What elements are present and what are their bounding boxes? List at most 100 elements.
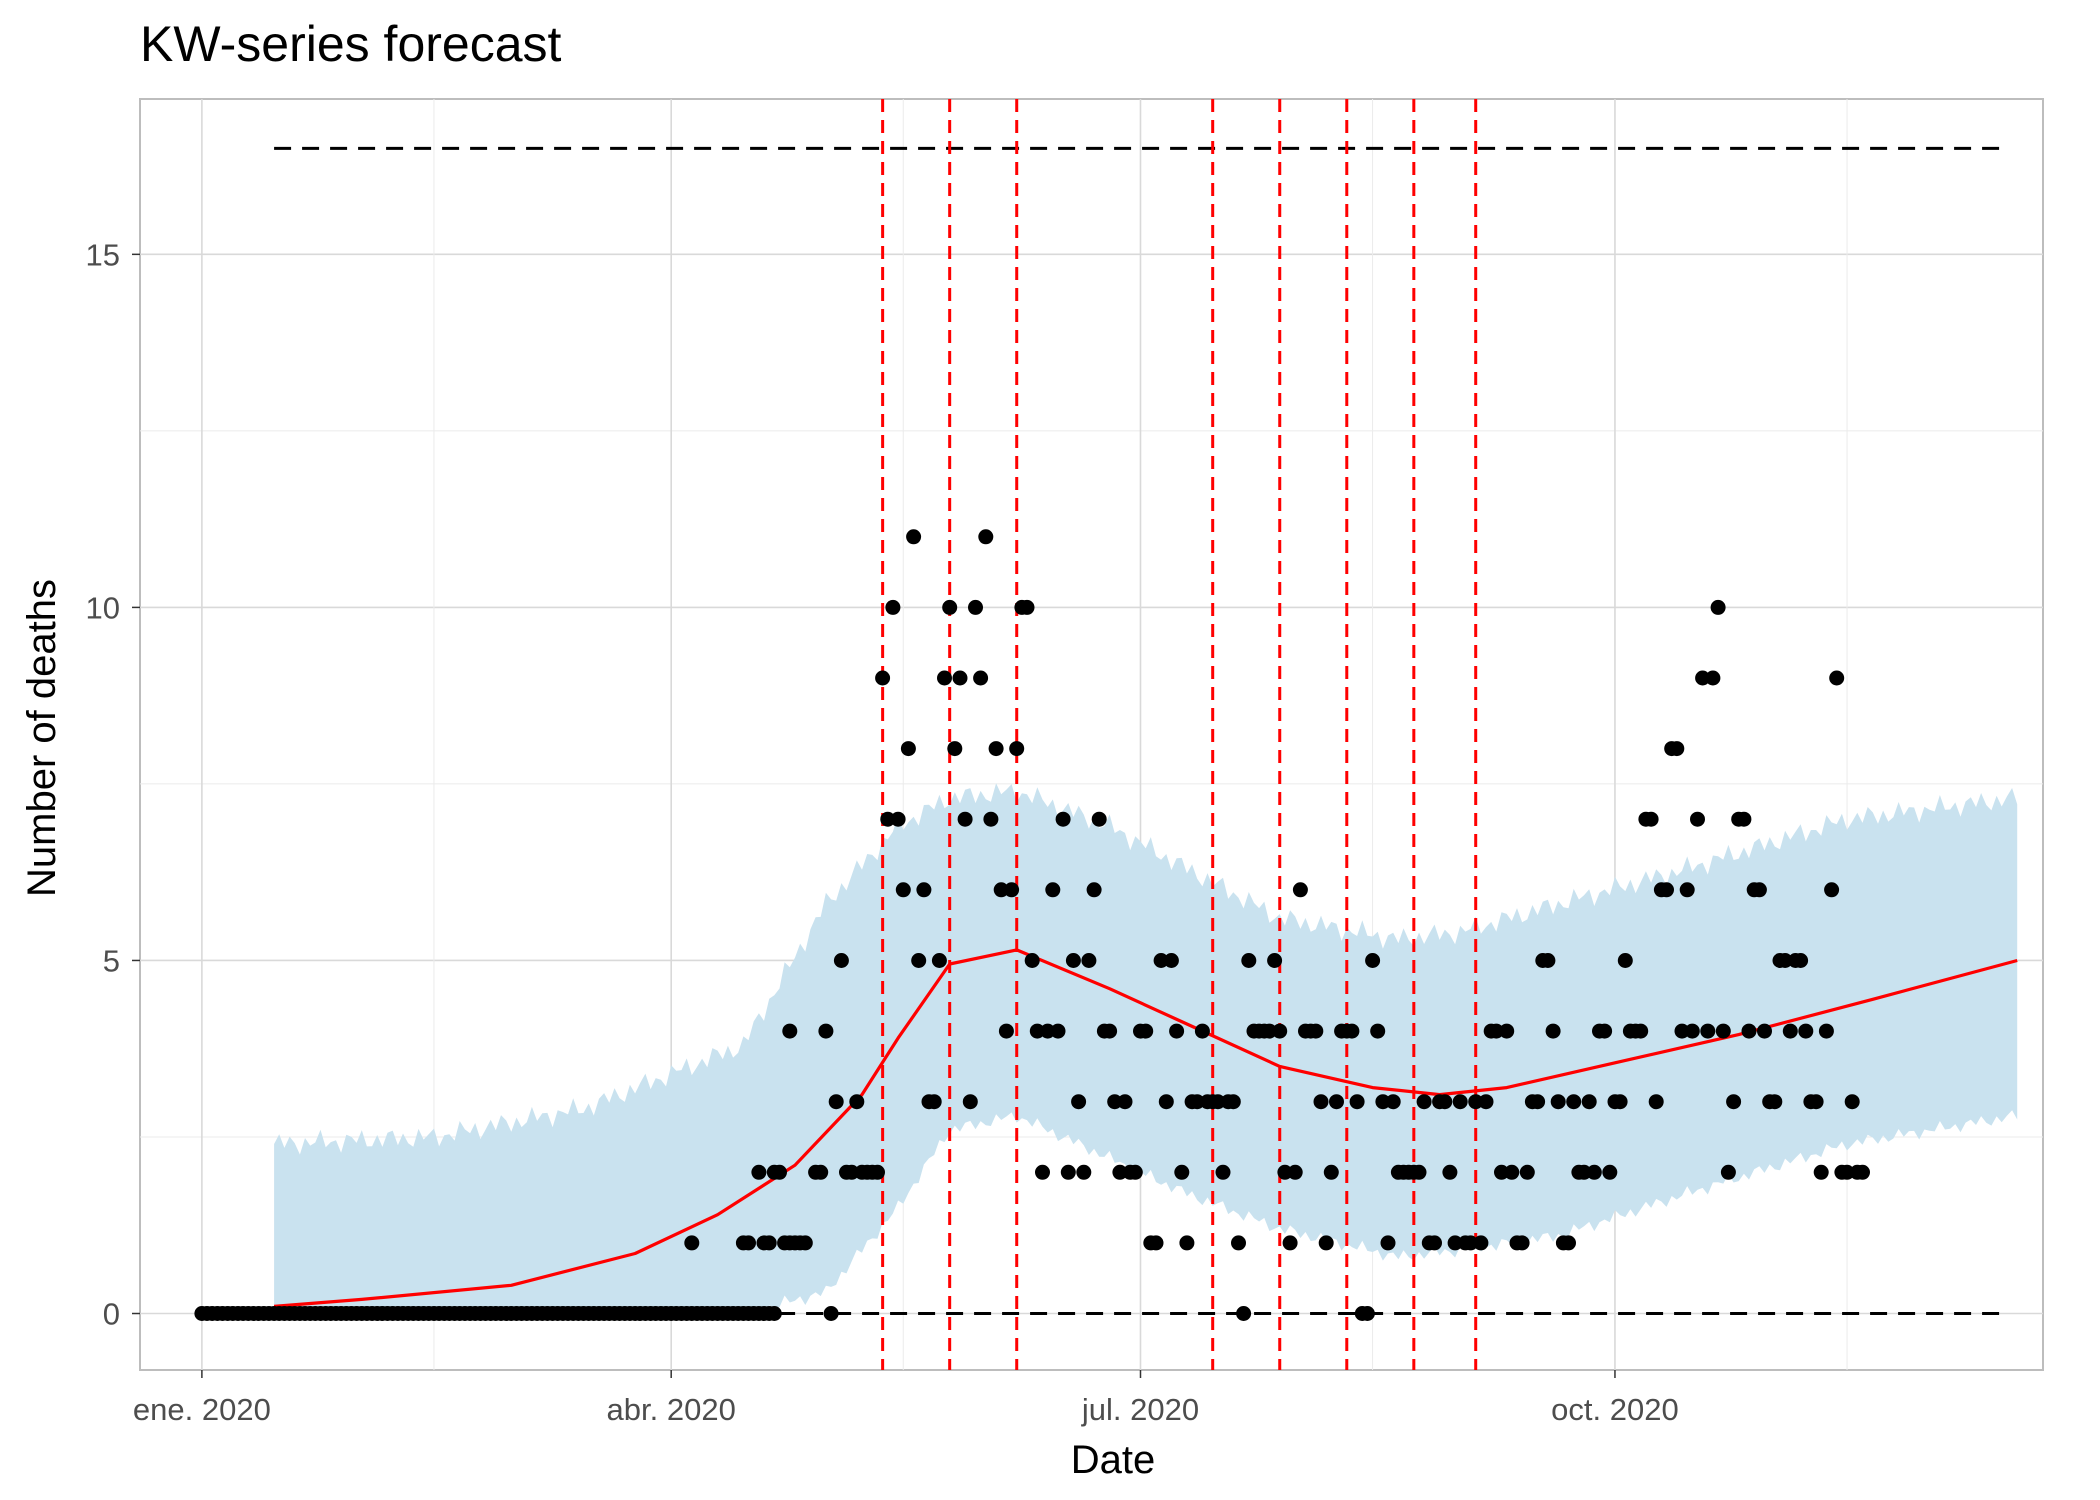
observation-point-176: [1643, 811, 1659, 827]
observation-point-119: [1349, 1094, 1365, 1110]
observation-point-184: [1684, 1023, 1700, 1039]
observation-point-25: [870, 1164, 885, 1180]
observation-point-149: [1504, 1164, 1520, 1180]
y-tick-label-2: 10: [86, 590, 120, 625]
observation-point-78: [1138, 1023, 1154, 1039]
observation-point-61: [1050, 1023, 1066, 1039]
observation-point-197: [1751, 882, 1767, 898]
observation-point-198: [1757, 1023, 1772, 1039]
prediction-band-area: [274, 783, 2018, 1314]
observation-point-47: [978, 529, 994, 545]
observation-point-187: [1700, 1023, 1716, 1039]
observation-point-164: [1581, 1094, 1597, 1110]
observation-point-27: [875, 670, 891, 686]
observation-point-181: [1669, 741, 1685, 757]
observation-point-42: [952, 670, 968, 686]
observation-point-66: [1076, 1164, 1092, 1180]
observation-point-195: [1741, 1023, 1757, 1039]
observation-point-86: [1179, 1235, 1195, 1251]
alarm-lines: [881, 99, 1478, 1370]
observation-point-37: [926, 1094, 942, 1110]
observation-point-209: [1813, 1164, 1829, 1180]
observation-point-177: [1648, 1094, 1664, 1110]
observation-point-16: [818, 1023, 834, 1039]
y-tick-label-1: 5: [103, 943, 120, 978]
observation-point-92: [1210, 1094, 1226, 1110]
observation-point-157: [1545, 1023, 1561, 1039]
observation-point-186: [1695, 670, 1711, 686]
observation-point-45: [968, 599, 983, 615]
observation-point-114: [1323, 1164, 1339, 1180]
observation-point-48: [983, 811, 999, 827]
observation-point-151: [1514, 1235, 1530, 1251]
observation-point-160: [1561, 1235, 1576, 1251]
observation-point-20: [844, 1164, 860, 1180]
observation-point-30: [890, 811, 906, 827]
observation-point-15: [813, 1164, 829, 1180]
observation-point-2: [741, 1235, 756, 1251]
observation-point-80: [1148, 1235, 1164, 1251]
observation-point-34: [911, 953, 927, 968]
observation-point-200: [1767, 1094, 1783, 1110]
observation-point-111: [1308, 1023, 1324, 1039]
observation-point-217: [1855, 1164, 1870, 1180]
observation-point-72: [1107, 1094, 1123, 1110]
observation-point-185: [1690, 811, 1705, 827]
observation-point-106: [1282, 1235, 1298, 1251]
observation-point-81: [1153, 953, 1169, 968]
observation-point-121: [1359, 1306, 1375, 1321]
observation-point-215: [1844, 1094, 1860, 1110]
observation-point-191: [1720, 1164, 1736, 1180]
observation-point-141: [1463, 1235, 1479, 1251]
observation-point-105: [1277, 1164, 1293, 1180]
observation-point-165: [1586, 1164, 1602, 1180]
observation-point-46: [973, 670, 989, 686]
observation-point-210: [1818, 1023, 1834, 1039]
observation-point-125: [1380, 1235, 1396, 1251]
observation-point-104: [1272, 1023, 1288, 1039]
observation-point-202: [1777, 953, 1793, 968]
observation-point-171: [1617, 953, 1633, 968]
observation-point-51: [998, 1023, 1014, 1039]
observation-point-zero-111: [766, 1306, 782, 1321]
observation-point-158: [1550, 1094, 1566, 1110]
observation-point-63: [1060, 1164, 1076, 1180]
observation-point-156: [1540, 953, 1556, 968]
observation-point-102: [1261, 1023, 1277, 1039]
observation-point-147: [1494, 1164, 1509, 1180]
observation-point-69: [1091, 811, 1107, 827]
observation-point-154: [1530, 1094, 1546, 1110]
observation-point-103: [1267, 953, 1283, 968]
observation-point-131: [1411, 1164, 1427, 1180]
observation-point-28: [880, 811, 896, 827]
observation-point-21: [849, 1094, 865, 1110]
observation-point-50: [993, 882, 1009, 898]
observation-point-65: [1071, 1094, 1087, 1110]
observation-point-214: [1839, 1164, 1855, 1180]
observation-point-33: [906, 529, 922, 545]
observation-point-136: [1437, 1094, 1453, 1110]
observation-point-7: [772, 1164, 787, 1180]
observation-point-95: [1225, 1094, 1241, 1110]
observation-point-83: [1163, 953, 1179, 968]
trend-line-path: [273, 948, 2018, 1308]
observation-point-108: [1292, 882, 1308, 898]
observation-point-143: [1473, 1235, 1489, 1251]
observation-point-113: [1318, 1235, 1334, 1251]
observation-point-76: [1127, 1164, 1143, 1180]
observation-point-85: [1174, 1164, 1190, 1180]
observation-point-32: [900, 741, 916, 757]
observation-point-44: [962, 1094, 978, 1110]
observation-point-170: [1612, 1094, 1628, 1110]
observation-point-12: [797, 1235, 813, 1251]
observation-point-126: [1385, 1094, 1401, 1110]
observation-point-29: [885, 599, 901, 615]
observation-point-5: [751, 1164, 767, 1180]
x-tick-label-1: abr. 2020: [607, 1392, 736, 1427]
observation-point-84: [1169, 1023, 1185, 1039]
observation-point-144: [1478, 1094, 1494, 1110]
observation-point-174: [1633, 1023, 1649, 1039]
observation-point-13: [782, 1023, 798, 1039]
observation-point-38: [931, 953, 947, 968]
observation-point-152: [1519, 1164, 1535, 1180]
